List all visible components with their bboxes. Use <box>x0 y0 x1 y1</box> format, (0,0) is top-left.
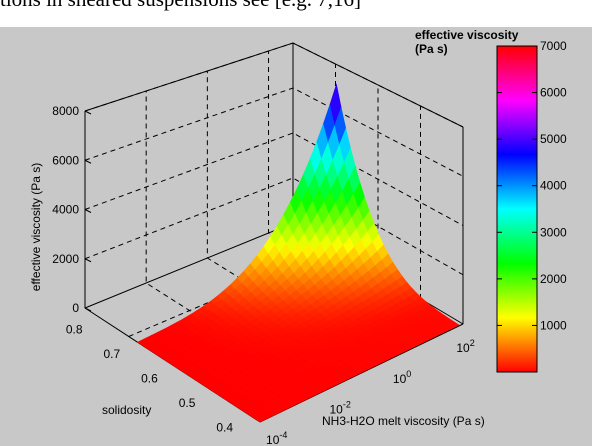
colorbar-title-line1: effective viscosity <box>415 28 519 42</box>
x-tick-label: 10-2 <box>329 399 350 416</box>
x-tick-label: 100 <box>393 369 411 386</box>
z-tick-mark <box>84 258 92 263</box>
z-tick-mark <box>84 159 92 164</box>
colorbar-ticks: 1000 2000 3000 4000 5000 6000 7000 <box>497 39 567 332</box>
y-gridline <box>128 64 336 337</box>
colorbar-tick-label: 3000 <box>540 225 567 239</box>
x-axis-label: NH3-H2O melt viscosity (Pa s) <box>322 414 485 428</box>
colorbar-tick-label: 4000 <box>540 179 567 193</box>
y-tick-label: 0.7 <box>103 347 120 361</box>
clipped-document-text: tions in sheared suspensions see [e.g. 7… <box>0 0 592 28</box>
z-gridline <box>84 177 464 276</box>
surface-plot: 0 2000 4000 6000 8000 0.8 0.7 0.6 0.5 0.4 10-4 10-2… <box>29 28 567 446</box>
z-tick-label: 6000 <box>52 153 79 167</box>
z-tick-label: 2000 <box>52 252 79 266</box>
surface-mesh <box>136 83 460 423</box>
x-tick-label: 102 <box>456 338 474 355</box>
z-gridline <box>84 42 464 128</box>
colorbar <box>496 45 538 373</box>
colorbar-tick-label: 7000 <box>540 39 567 53</box>
y-tick-label: 0.6 <box>141 371 158 385</box>
x-gridline <box>145 91 320 394</box>
y-axis-label: solidosity <box>102 403 151 417</box>
box-back-top <box>84 42 464 128</box>
z-gridline <box>84 132 464 226</box>
y-tick-label: 0.5 <box>179 396 196 410</box>
colorbar-tick-label: 6000 <box>540 86 567 100</box>
z-gridline <box>84 87 464 177</box>
z-axis-label: effective viscosity (Pa s) <box>29 163 43 291</box>
z-tick-label: 8000 <box>52 104 79 118</box>
colorbar-tick-label: 5000 <box>540 132 567 146</box>
y-tick-label: 0.8 <box>66 322 83 336</box>
y-tick-label: 0.4 <box>216 420 233 434</box>
header-text: tions in sheared suspensions see [e.g. 7… <box>0 0 592 12</box>
colorbar-tick-label: 1000 <box>540 318 567 332</box>
figure-window: 0 2000 4000 6000 8000 0.8 0.7 0.6 0.5 0.4 10-4 10-2… <box>0 27 592 446</box>
z-tick-mark <box>84 307 92 312</box>
z-tick-mark <box>84 110 92 115</box>
surface-patch <box>254 415 268 423</box>
z-tick-mark <box>84 209 92 213</box>
z-tick-label: 0 <box>72 301 79 315</box>
x-tick-label: 10-4 <box>266 430 287 446</box>
colorbar-tick-label: 2000 <box>540 272 567 286</box>
axis-ticks: 0 2000 4000 6000 8000 0.8 0.7 0.6 0.5 0.4 10-4 10-2… <box>52 104 474 446</box>
z-tick-label: 4000 <box>52 203 79 217</box>
colorbar-title-line2: (Pa s) <box>415 42 448 56</box>
